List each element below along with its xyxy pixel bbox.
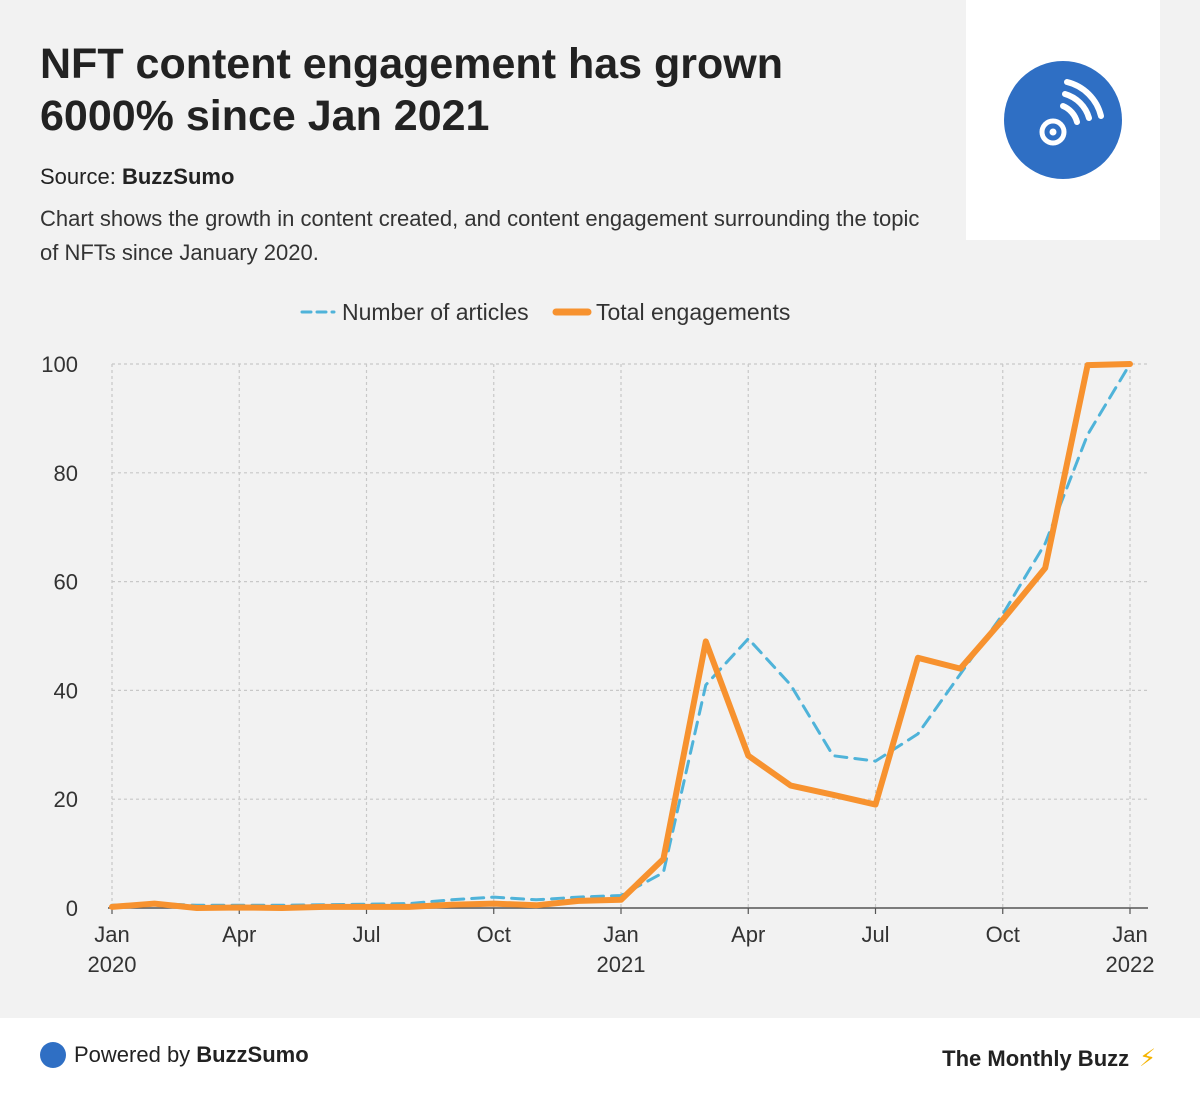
y-tick-label: 40 xyxy=(54,678,78,703)
line-chart: 0 20 40 60 80 100 Jan 2020 Apr Jul Oct Jan 2021 Apr Ju… xyxy=(41,299,1154,977)
powered-by: Powered by BuzzSumo xyxy=(40,1042,309,1068)
powered-brand: BuzzSumo xyxy=(196,1042,309,1067)
series-lines xyxy=(109,361,1133,911)
x-tick-label: Apr xyxy=(222,922,256,947)
source-name: BuzzSumo xyxy=(121,164,235,189)
x-tick-label: Jul xyxy=(861,922,889,947)
x-tick-label: Jan xyxy=(1112,922,1147,947)
logo-panel xyxy=(966,0,1160,240)
x-tick-year-label: 2021 xyxy=(597,952,646,977)
buzzsumo-signal-icon xyxy=(1004,61,1122,179)
legend-label: Number of articles xyxy=(342,299,529,325)
powered-label: Powered by xyxy=(74,1042,191,1067)
footer: Powered by BuzzSumo The Monthly Buzz ⚡ xyxy=(0,1018,1200,1100)
x-tick-label: Apr xyxy=(731,922,765,947)
y-tick-label: 80 xyxy=(54,461,78,486)
source-line: Source: BuzzSumo xyxy=(40,164,234,190)
x-tick-label: Jul xyxy=(352,922,380,947)
grid xyxy=(111,363,1148,908)
newsletter-brand: The Monthly Buzz ⚡ xyxy=(942,1044,1156,1073)
lightning-icon: ⚡ xyxy=(1139,1045,1156,1072)
y-tick-label: 60 xyxy=(54,570,78,595)
series-line-engagements xyxy=(109,361,1133,911)
y-tick-label: 0 xyxy=(66,896,78,921)
x-tick-label: Oct xyxy=(477,922,511,947)
legend: Number of articles Total engagements xyxy=(300,299,790,325)
x-tick-label: Oct xyxy=(986,922,1020,947)
buzzsumo-dot-icon xyxy=(40,1042,66,1068)
page-title: NFT content engagement has grown 6000% s… xyxy=(40,40,783,140)
x-tick-label: Jan xyxy=(94,922,129,947)
legend-label: Total engagements xyxy=(596,299,790,325)
x-tick-year-label: 2020 xyxy=(88,952,137,977)
chart-description: Chart shows the growth in content create… xyxy=(40,206,920,265)
y-tick-label: 100 xyxy=(41,352,78,377)
y-tick-label: 20 xyxy=(54,787,78,812)
axes: 0 20 40 60 80 100 Jan 2020 Apr Jul Oct Jan 2021 Apr Ju… xyxy=(41,352,1154,977)
x-tick-year-label: 2022 xyxy=(1106,952,1155,977)
brand-name: The Monthly Buzz xyxy=(942,1045,1130,1071)
source-label: Source: xyxy=(40,164,116,189)
x-tick-label: Jan xyxy=(603,922,638,947)
